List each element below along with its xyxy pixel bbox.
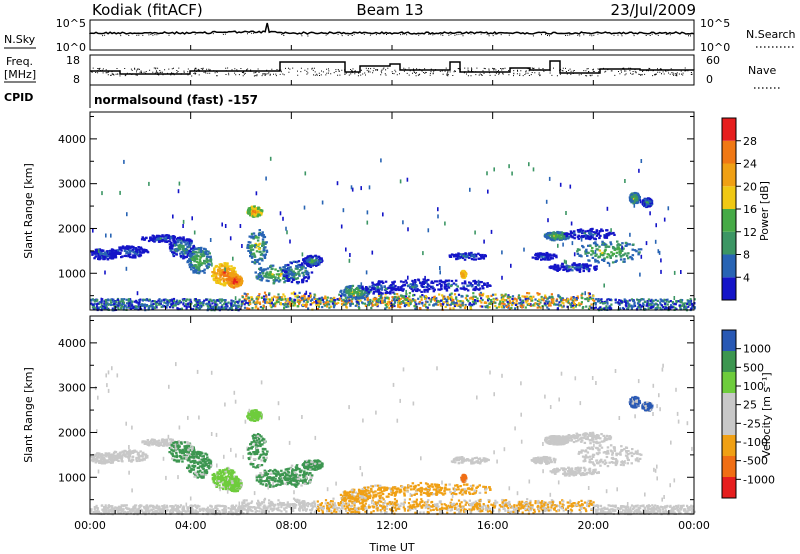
velocity-colorbar-label: Velocity [m s⁻¹] [760,372,773,457]
colorbar-tick-label: 24 [743,158,757,171]
nsearch-label: N.Search [746,28,796,41]
colorbar-frame [721,329,737,499]
y-tick-label: 4000 [58,337,86,350]
colorbar-swatch [722,372,736,393]
x-tick-label: 08:00 [275,519,307,532]
colorbar-swatch [722,254,736,278]
colorbar-swatch [722,435,736,456]
colorbar-swatch [722,277,736,300]
x-tick-label: 16:00 [477,519,509,532]
nsearch-tick-low: 10^0 [700,41,730,54]
y-tick-label: 1000 [58,471,86,484]
nsearch-tick-high: 10^5 [700,17,730,30]
freq-tick-high: 18 [66,54,80,67]
colorbar-tick-label: 4 [743,271,750,284]
velocity-y-axis: 1000 2000 3000 4000 [58,319,694,501]
noise-panel: N.Sky N.Search 10^5 10^0 10^5 10^0 [4,17,796,54]
noise-search-dots [102,24,691,37]
colorbar-swatch [722,393,736,414]
colorbar-tick-label: 25 [743,399,757,412]
noise-trace [89,22,695,35]
colorbar-swatch [722,186,736,209]
station-title: Kodiak (fitACF) [92,1,203,19]
colorbar-tick-label: 100 [743,380,764,393]
colorbar-tick-label: -25 [743,417,761,430]
nave-tick-high: 60 [706,54,720,67]
colorbar-tick-label: 28 [743,135,757,148]
velocity-ylabel: Slant Range [km] [22,367,35,463]
colorbar-tick-label: -1000 [743,473,775,486]
velocity-colorbar: 1000 500 100 25 -25 -100 -500 -1000 [721,329,775,499]
beam-title: Beam 13 [356,1,423,19]
colorbar-swatch [722,330,736,351]
y-tick-label: 2000 [58,222,86,235]
mhz-label: [MHz] [4,68,36,81]
freq-label: Freq. [6,55,33,68]
y-tick-label: 3000 [58,382,86,395]
nave-label: Nave [748,64,776,77]
nsky-label: N.Sky [4,33,36,46]
power-cells [90,156,696,312]
power-ylabel: Slant Range [km] [22,163,35,259]
freq-panel: Freq. [MHz] Nave 18 8 60 0 CPID normalso… [4,54,782,108]
colorbar-swatch [722,456,736,477]
power-colorbar-label: Power [dB] [758,181,771,241]
y-tick-label: 1000 [58,267,86,280]
x-tick-label: 00:00 [74,519,106,532]
colorbar-swatch [722,351,736,372]
power-y-axis: 1000 2000 3000 4000 [58,115,694,297]
colorbar-tick-label: 8 [743,249,750,262]
nsky-tick-high: 10^5 [56,17,86,30]
frequency-trace [90,60,694,75]
colorbar-swatch [722,140,736,164]
velocity-heatmap [90,362,696,516]
nave-tick-low: 0 [706,73,713,86]
colorbar-tick-label: 20 [743,180,757,193]
power-x-ticks [89,112,695,310]
colorbar-tick-label: 500 [743,361,764,374]
x-axis-label: Time UT [368,541,414,554]
power-heatmap [90,156,696,312]
colorbar-swatch [722,231,736,255]
colorbar-tick-label: 12 [743,226,757,239]
colorbar-tick-label: 1000 [743,343,771,356]
cpid-label: CPID [4,91,33,104]
colorbar-swatch [722,163,736,187]
x-tick-label: 12:00 [376,519,408,532]
y-tick-label: 2000 [58,426,86,439]
cpid-text: normalsound (fast) -157 [94,93,258,107]
colorbar-tick-label: -100 [743,436,768,449]
date-title: 23/Jul/2009 [611,1,696,19]
x-tick-label: 20:00 [577,519,609,532]
velocity-x-axis: 00:00 04:00 08:00 12:00 16:00 20:00 00:00 [74,316,710,532]
colorbar-swatch [722,477,736,498]
colorbar-tick-label: 16 [743,203,757,216]
y-tick-label: 3000 [58,178,86,191]
nsky-tick-low: 10^0 [56,41,86,54]
power-colorbar: 4 8 12 16 20 24 28 [721,117,757,301]
power-panel: Slant Range [km] 1000 2000 3000 4000 4 8 12 16… [22,111,771,312]
colorbar-swatch [722,118,736,141]
x-tick-label: 04:00 [175,519,207,532]
nave-dots [91,67,695,77]
y-tick-label: 4000 [58,133,86,146]
colorbar-tick-label: -500 [743,455,768,468]
velocity-cells [90,362,696,516]
colorbar-swatch [722,414,736,435]
x-tick-label: 00:00 [678,519,710,532]
freq-tick-low: 8 [73,73,80,86]
colorbar-swatch [722,209,736,232]
